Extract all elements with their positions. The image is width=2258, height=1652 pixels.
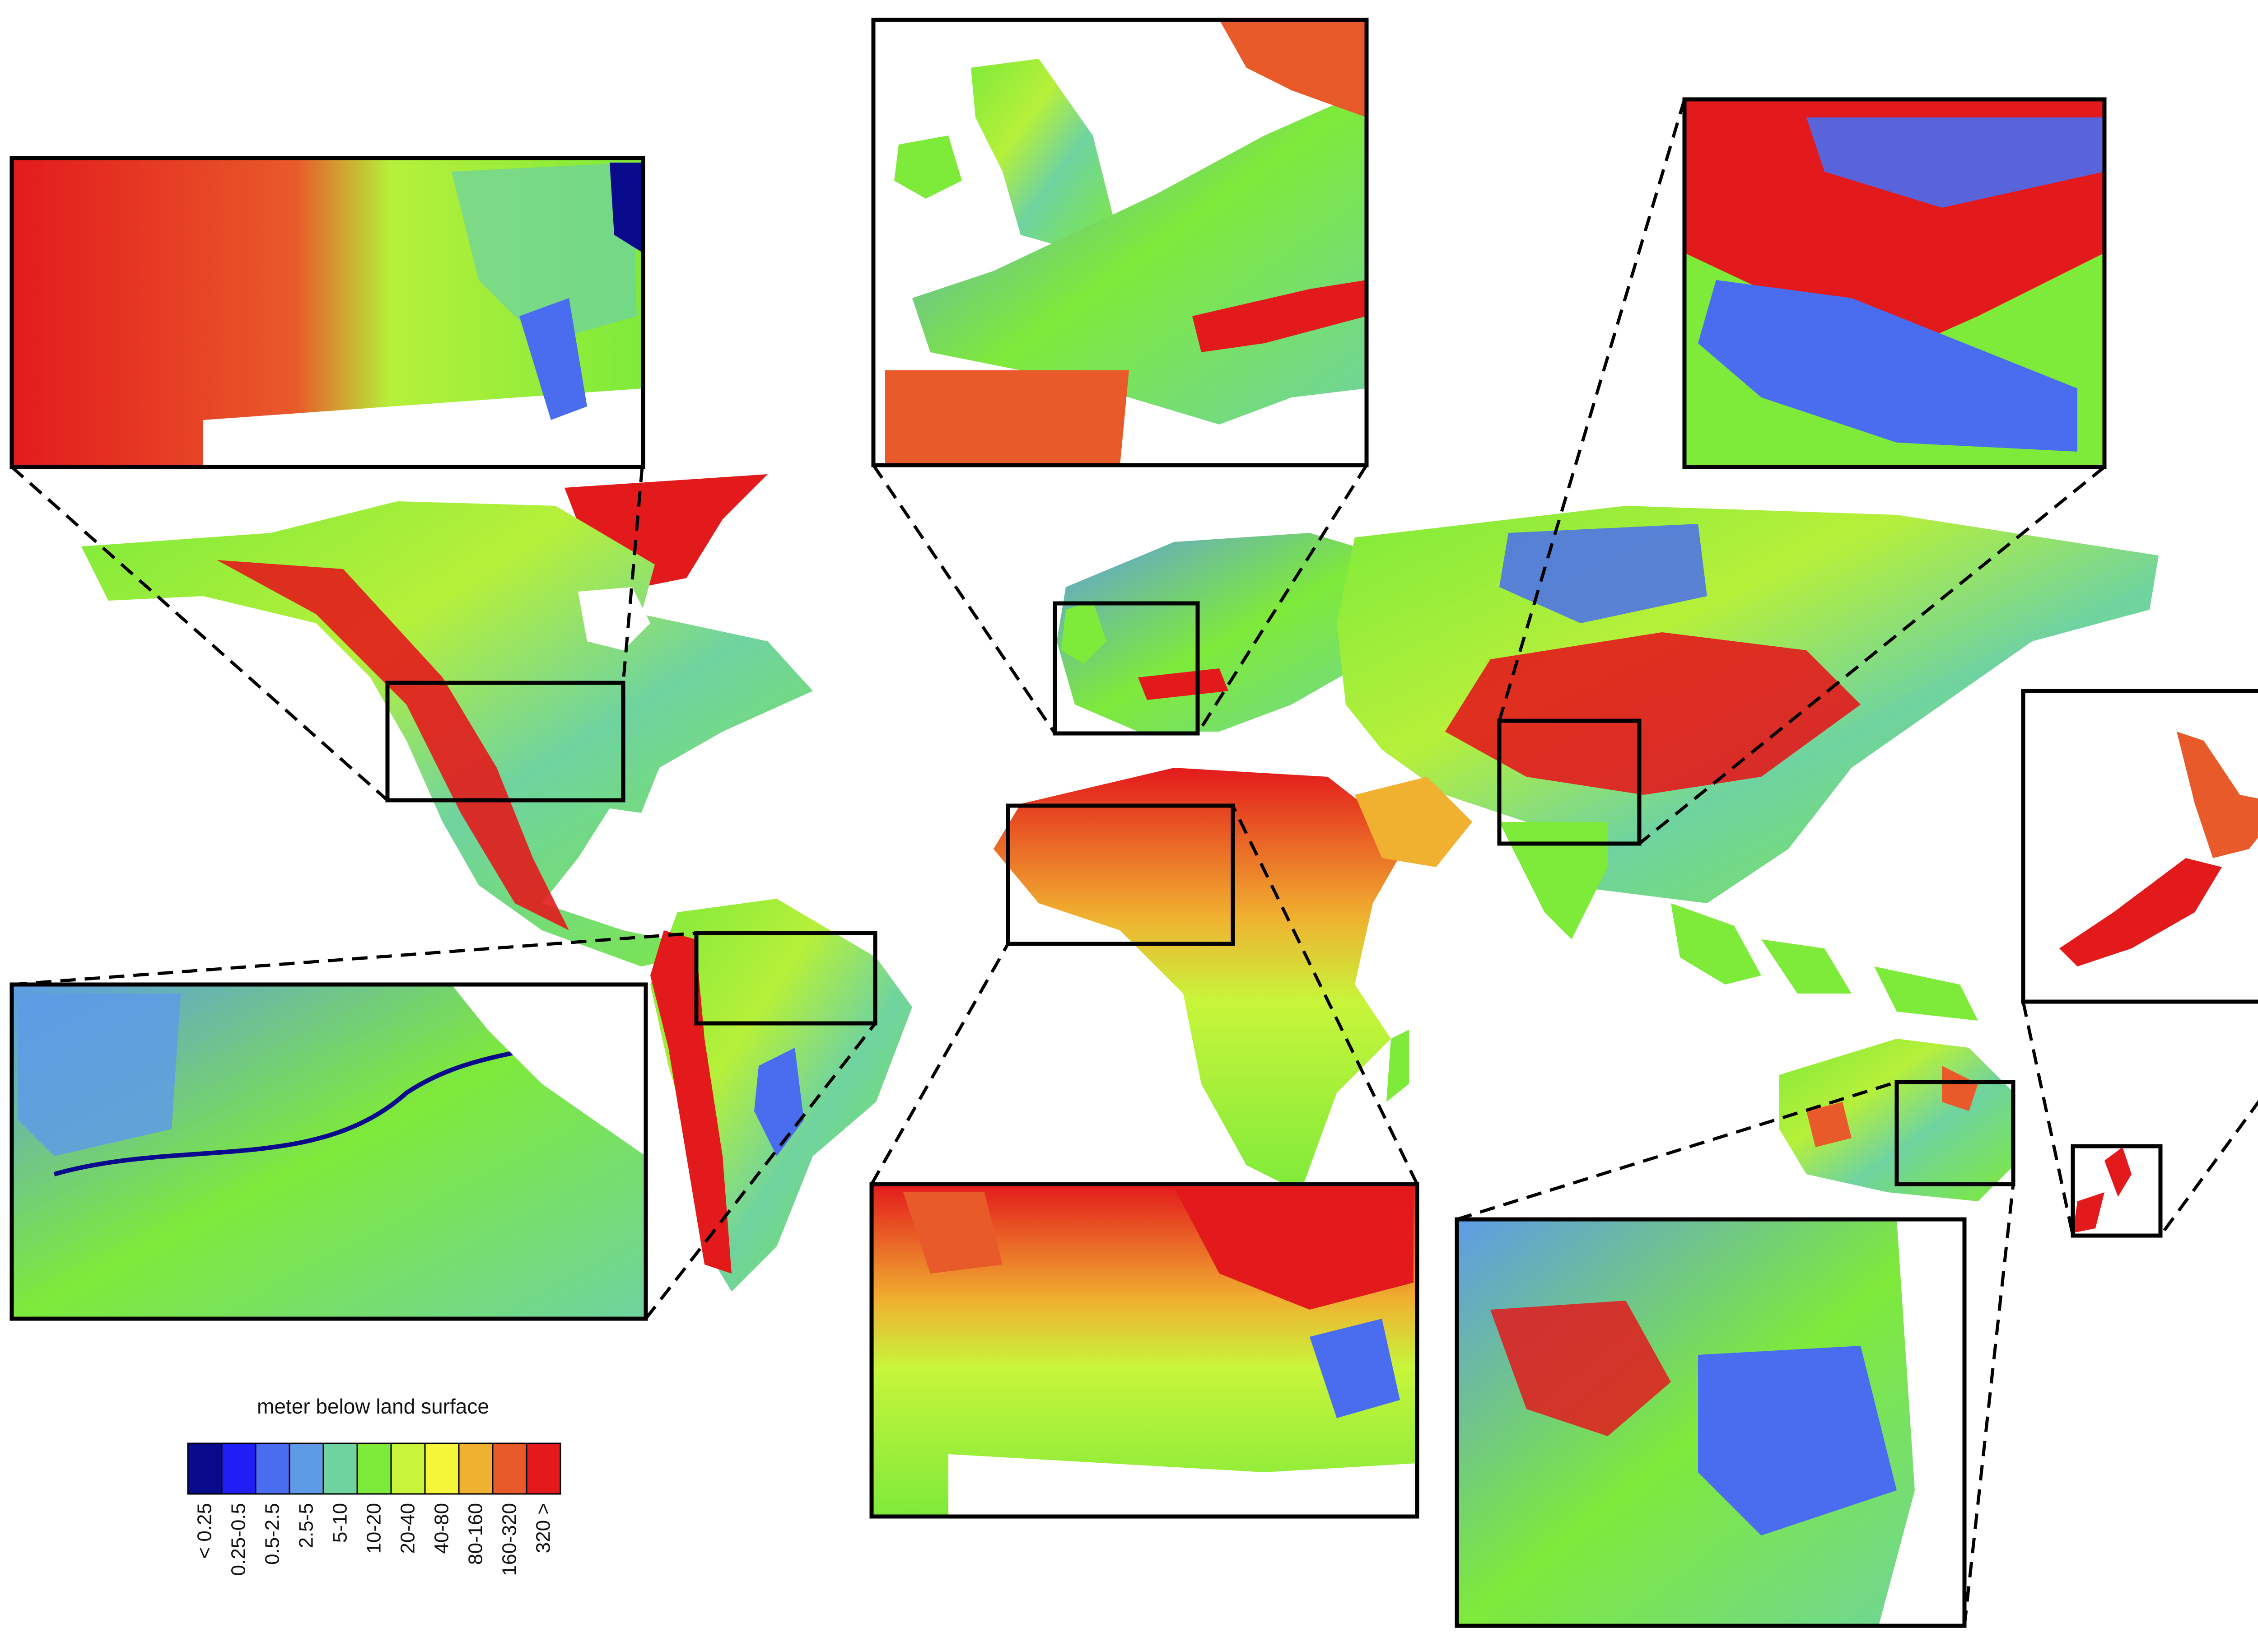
africa-inset-gulf-water xyxy=(948,1454,1417,1517)
legend-swatch xyxy=(492,1442,527,1495)
connector-australia-right xyxy=(1963,1184,2015,1626)
legend-swatch xyxy=(255,1442,290,1495)
legend-class-label: 80-160 xyxy=(465,1503,487,1565)
source-box-amazon xyxy=(694,931,877,1026)
legend-class-label: 320 > xyxy=(532,1503,555,1553)
legend-swatch xyxy=(187,1442,223,1495)
legend: meter below land surface < 0.25 0.25-0.5 0… xyxy=(187,1395,561,1576)
connector-himalaya-right xyxy=(1638,466,2106,845)
legend-swatch xyxy=(356,1442,392,1495)
arabian-peninsula xyxy=(1355,777,1472,867)
nz-inset-south-island xyxy=(2059,858,2222,966)
eu-inset-alps xyxy=(1192,280,1367,352)
inset-connectors xyxy=(10,99,2258,1626)
legend-class-label: 40-80 xyxy=(431,1503,453,1554)
connector-africa-right xyxy=(1231,805,1419,1185)
connector-himalaya-left xyxy=(1498,99,1686,721)
source-box-himalaya xyxy=(1497,719,1642,846)
aus-inset-red-uplands xyxy=(1490,1301,1671,1436)
him-inset-green-south xyxy=(1698,406,1852,465)
eu-inset-scandinavia xyxy=(1219,20,1367,117)
legend-title: meter below land surface xyxy=(257,1395,489,1418)
na-inset-great-lakes xyxy=(610,163,643,253)
connector-eu-left xyxy=(872,464,1056,734)
legend-swatch xyxy=(424,1442,460,1495)
alps-band xyxy=(1138,668,1228,700)
australia-red-patches xyxy=(1806,1066,1978,1147)
na-inset-blue-rivers xyxy=(519,298,587,420)
africa-inset-sahara-red xyxy=(1174,1188,1414,1310)
legend-class-label: 0.5-2.5 xyxy=(261,1503,284,1565)
eu-inset-british-isles xyxy=(971,59,1115,253)
connector-na-right xyxy=(621,467,644,683)
aus-inset-ocean xyxy=(1879,1219,1964,1626)
inset-north-america xyxy=(9,156,645,469)
pantanal-blue xyxy=(754,1048,804,1156)
source-box-north-america xyxy=(385,681,625,803)
africa-landmass xyxy=(994,768,1409,1192)
na-inset-gulf-water xyxy=(203,388,643,467)
eu-inset-ireland xyxy=(894,135,962,199)
inset-western-europe xyxy=(871,18,1369,467)
legend-class-label: 10-20 xyxy=(363,1503,385,1554)
africa-inset-blue-basins xyxy=(1310,1319,1400,1418)
him-inset-ganges-blue xyxy=(1698,280,2077,452)
na-inset-blue-plains xyxy=(452,163,637,343)
hudson-bay xyxy=(578,587,650,650)
connector-eu-right xyxy=(1196,464,1368,734)
legend-class-label: 160-320 xyxy=(499,1503,521,1576)
inset-new-zealand xyxy=(2021,689,2258,1004)
connector-africa-left xyxy=(870,943,1010,1185)
source-box-west-africa xyxy=(1006,803,1235,946)
connector-nz-right xyxy=(2159,1100,2258,1237)
legend-class-label: 2.5-5 xyxy=(295,1503,317,1548)
him-inset-tarim-blue xyxy=(1806,117,2104,208)
legend-class-label: 20-40 xyxy=(397,1503,419,1554)
legend-swatch xyxy=(221,1442,257,1495)
connector-australia-left xyxy=(1456,1080,1898,1221)
madagascar xyxy=(1386,1030,1409,1102)
eu-inset-iberia xyxy=(885,370,1129,465)
central-asia-red xyxy=(1445,632,1861,795)
inset-west-africa xyxy=(869,1182,1419,1519)
rocky-mountains-band xyxy=(217,560,569,930)
connector-nz-left xyxy=(2021,1001,2075,1236)
aus-inset-blue-basin xyxy=(1698,1346,1897,1535)
source-box-australia xyxy=(1894,1080,2015,1186)
amazon-inset-blue-west xyxy=(18,994,181,1156)
legend-swatch xyxy=(289,1442,324,1495)
source-box-new-zealand xyxy=(2071,1144,2163,1238)
legend-labels: < 0.25 0.25-0.5 0.5-2.5 2.5-5 5-10 10-20 20-40… xyxy=(194,1503,555,1576)
inset-himalaya xyxy=(1682,97,2107,469)
legend-swatch xyxy=(526,1442,561,1495)
africa-inset-west-red xyxy=(903,1192,1003,1274)
british-isles xyxy=(1061,601,1106,664)
connector-amazon-left xyxy=(11,931,697,986)
inset-amazon xyxy=(9,982,648,1321)
legend-swatch xyxy=(322,1442,358,1495)
india-landmass xyxy=(1499,822,1608,939)
legend-class-label: < 0.25 xyxy=(194,1503,216,1559)
nz-inset-north-island xyxy=(2177,732,2258,858)
andes-band xyxy=(650,930,732,1274)
inset-eastern-australia xyxy=(1455,1217,1967,1628)
new-zealand-landmass xyxy=(2073,1147,2132,1233)
southeast-asia-islands xyxy=(1671,903,1978,1021)
legend-class-label: 0.25-0.5 xyxy=(228,1503,250,1576)
legend-swatches xyxy=(187,1442,561,1495)
source-box-europe xyxy=(1053,601,1200,736)
legend-swatch xyxy=(390,1442,426,1495)
amazon-inset-ocean xyxy=(452,985,646,1156)
legend-class-label: 5-10 xyxy=(329,1503,351,1543)
source-region-boxes xyxy=(385,601,2163,1238)
legend-swatch xyxy=(458,1442,494,1495)
connector-amazon-right xyxy=(644,1022,877,1320)
connector-na-left xyxy=(10,466,389,802)
